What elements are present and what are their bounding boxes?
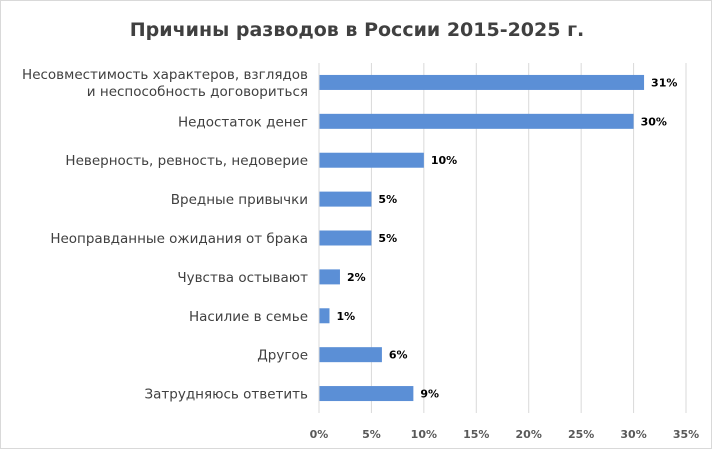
data-label: 9% — [420, 388, 439, 401]
data-label: 5% — [378, 232, 397, 245]
x-tick-label: 0% — [310, 428, 329, 441]
bar — [319, 152, 424, 168]
x-tick-label: 35% — [673, 428, 699, 441]
x-tick-label: 20% — [516, 428, 542, 441]
x-tick-label: 30% — [620, 428, 646, 441]
data-label: 10% — [431, 154, 457, 167]
bar — [319, 347, 382, 363]
bar — [319, 113, 634, 129]
data-label: 1% — [336, 310, 355, 323]
data-label: 2% — [347, 271, 366, 284]
bar — [319, 269, 340, 285]
category-label: Неверность, ревность, недоверие — [65, 153, 308, 169]
category-label: Неоправданные ожидания от брака — [50, 231, 308, 247]
x-tick-label: 15% — [463, 428, 489, 441]
category-label: Чувства остывают — [177, 270, 308, 286]
bar — [319, 74, 645, 90]
category-label: Другое — [257, 348, 308, 364]
bar — [319, 308, 330, 324]
category-label: Затрудняюсь ответить — [144, 387, 308, 403]
category-label: и неспособность договориться — [87, 84, 308, 100]
category-label: Вредные привычки — [171, 192, 308, 208]
data-label: 6% — [389, 349, 408, 362]
bar — [319, 386, 414, 402]
x-tick-label: 25% — [568, 428, 594, 441]
data-label: 31% — [651, 76, 677, 89]
data-label: 30% — [641, 115, 667, 128]
chart-title: Причины разводов в России 2015-2025 г. — [129, 19, 585, 41]
x-tick-label: 10% — [411, 428, 437, 441]
category-label: Несовместимость характеров, взглядов — [22, 67, 308, 83]
bar — [319, 230, 372, 246]
category-label: Недостаток денег — [178, 114, 308, 130]
category-label: Насилие в семье — [189, 309, 308, 325]
data-label: 5% — [378, 193, 397, 206]
bar — [319, 191, 372, 207]
x-tick-label: 5% — [362, 428, 381, 441]
